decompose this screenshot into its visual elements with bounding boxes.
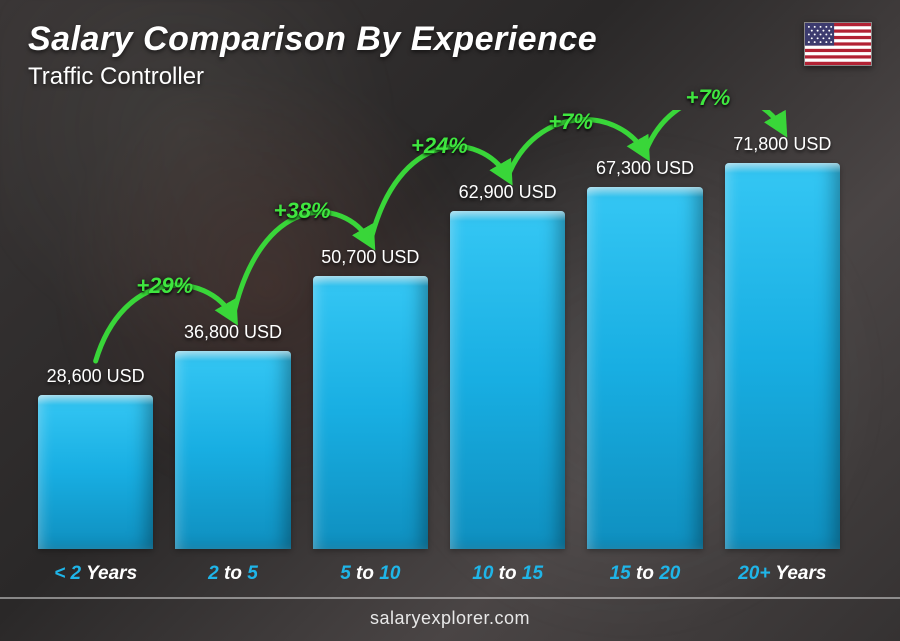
flag-icon [804,22,872,66]
bar-slot: 50,700 USD [313,247,428,549]
bars-container: 28,600 USD 36,800 USD 50,700 USD 62,900 USD… [38,119,840,549]
delta-label: +7% [686,85,731,111]
title-block: Salary Comparison By Experience Traffic … [28,20,597,91]
bar-slot: 36,800 USD [175,322,290,549]
bar-value-label: 67,300 USD [596,158,694,179]
bar [725,163,840,549]
bar-value-label: 62,900 USD [459,182,557,203]
bar-slot: 62,900 USD [450,182,565,549]
delta-label: +29% [136,273,193,299]
x-axis-label: 20+ Years [725,563,840,585]
x-axis-label: 2 to 5 [175,563,290,585]
bar-slot: 28,600 USD [38,366,153,549]
bar-value-label: 36,800 USD [184,322,282,343]
salary-bar-chart: 28,600 USD 36,800 USD 50,700 USD 62,900 USD… [38,110,840,589]
bar-value-label: 71,800 USD [733,134,831,155]
bar [313,276,428,549]
delta-label: +38% [274,198,331,224]
bar [450,211,565,549]
delta-label: +7% [548,109,593,135]
bar [175,351,290,549]
bar [38,395,153,549]
footer-attribution: salaryexplorer.com [0,608,900,629]
bar [587,187,702,549]
x-axis-label: 10 to 15 [450,563,565,585]
x-axis-label: < 2 Years [38,563,153,585]
infographic-stage: Salary Comparison By Experience Traffic … [0,0,900,641]
footer-divider [0,597,900,599]
bar-slot: 71,800 USD [725,134,840,549]
bar-slot: 67,300 USD [587,158,702,549]
page-title: Salary Comparison By Experience [28,20,597,59]
x-axis-labels: < 2 Years 2 to 5 5 to 10 10 to 15 15 to 20 20… [38,563,840,585]
x-axis-label: 5 to 10 [313,563,428,585]
bar-value-label: 50,700 USD [321,247,419,268]
delta-label: +24% [411,133,468,159]
page-subtitle: Traffic Controller [28,63,597,91]
bar-value-label: 28,600 USD [47,366,145,387]
x-axis-label: 15 to 20 [587,563,702,585]
